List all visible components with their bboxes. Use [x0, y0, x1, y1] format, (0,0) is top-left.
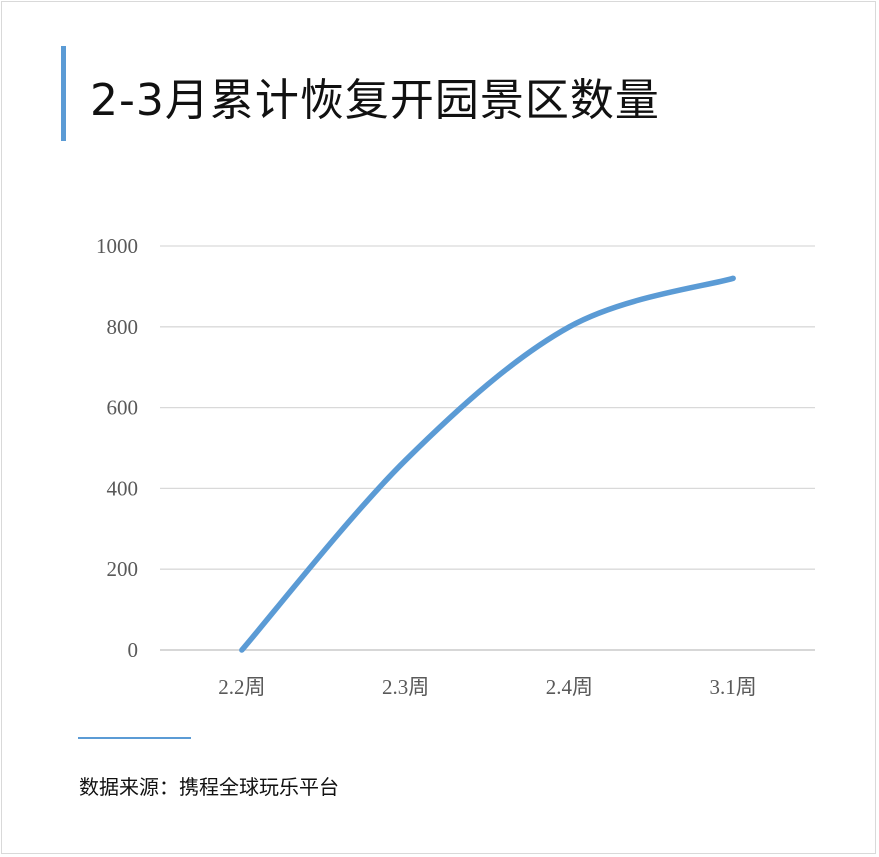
x-tick-label: 2.3周 [382, 675, 429, 699]
y-tick-label: 400 [107, 476, 139, 500]
x-tick-label: 2.4周 [546, 675, 593, 699]
y-tick-label: 600 [107, 396, 139, 420]
x-tick-label: 2.2周 [218, 675, 265, 699]
title-accent-bar [61, 46, 66, 141]
chart-title: 2-3月累计恢复开园景区数量 [90, 75, 660, 126]
y-tick-label: 0 [128, 638, 139, 662]
data-point-2.4周 [566, 324, 572, 330]
data-point-3.1周 [730, 275, 736, 281]
line-chart: 0 200 400 600 800 1000 2.2周 2.3周 2.4周 3.1周 [96, 234, 815, 699]
y-tick-label: 1000 [96, 234, 138, 258]
data-point-2.3周 [403, 457, 409, 463]
y-tick-label: 800 [107, 315, 139, 339]
data-source-note: 数据来源：携程全球玩乐平台 [79, 775, 339, 799]
source-divider [78, 737, 191, 739]
y-tick-label: 200 [107, 557, 139, 581]
series-line [239, 275, 736, 653]
data-point-2.2周 [239, 647, 245, 653]
x-tick-label: 3.1周 [710, 675, 757, 699]
